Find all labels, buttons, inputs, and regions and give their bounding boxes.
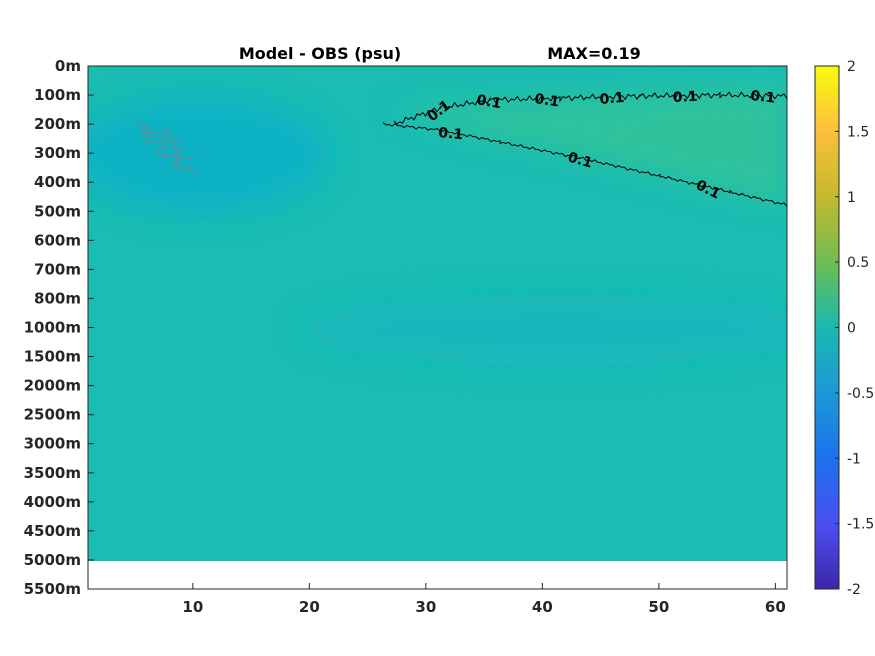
colorbar-tick-label: -2 xyxy=(847,582,861,598)
contour-line-lower xyxy=(382,122,787,207)
y-tick-label: 800m xyxy=(34,289,81,307)
y-tick-label: 400m xyxy=(34,173,81,191)
y-tick-label: 0m xyxy=(55,57,81,75)
x-tick-label: 40 xyxy=(532,598,553,616)
x-tick-label: 30 xyxy=(415,598,436,616)
low-region-north xyxy=(88,95,330,215)
colorbar-tick-label: 0.5 xyxy=(847,255,869,271)
y-tick-label: 1000m xyxy=(24,319,81,337)
y-tick-label: 1500m xyxy=(24,348,81,366)
colorbar-tick-label: -1.5 xyxy=(847,517,874,533)
colorbar-tick-label: 2 xyxy=(847,59,856,75)
y-tick-label: 5000m xyxy=(24,551,81,569)
colorbar-tick-label: 0 xyxy=(847,321,856,337)
colorbar-ticks: 2 1.5 1 0.5 0 -0.5 -1 -1.5 -2 xyxy=(835,59,874,598)
x-tick-label: 20 xyxy=(299,598,320,616)
x-tick-label: 50 xyxy=(648,598,669,616)
y-axis: 0m 100m 200m 300m 400m 500m 600m 700m 800m 1000m 1… xyxy=(24,57,94,598)
y-tick-label: 500m xyxy=(34,202,81,220)
plot-area xyxy=(87,65,788,590)
min-contour-scribble xyxy=(133,122,196,174)
max-annotation: MAX=0.19 xyxy=(547,44,641,63)
y-tick-label: 3000m xyxy=(24,435,81,453)
y-tick-label: 3500m xyxy=(24,464,81,482)
y-tick-label: 2000m xyxy=(24,377,81,395)
heatmap-field xyxy=(88,66,787,561)
y-tick-label: 2500m xyxy=(24,406,81,424)
contour-lines xyxy=(133,91,787,207)
x-tick-label: 10 xyxy=(182,598,203,616)
colorbar: 2 1.5 1 0.5 0 -0.5 -1 -1.5 -2 xyxy=(814,59,874,598)
x-axis: 10 20 30 40 50 60 xyxy=(182,583,786,616)
contour-line-upper xyxy=(393,91,787,125)
y-tick-label: 700m xyxy=(34,260,81,278)
contour-label: 0.1 xyxy=(750,88,776,107)
y-tick-label: 5500m xyxy=(24,580,81,598)
y-tick-label: 4000m xyxy=(24,493,81,511)
y-tick-label: 4500m xyxy=(24,522,81,540)
contour-label: 0.1 xyxy=(533,91,560,110)
low-region-mid xyxy=(300,295,787,365)
contour-labels: 0.1 0.1 0.1 0.1 0.1 0.1 0.1 0.1 0.1 xyxy=(425,88,776,202)
chart-title: Model - OBS (psu) xyxy=(239,44,401,63)
y-tick-label: 200m xyxy=(34,115,81,133)
contour-label: 0.1 xyxy=(599,90,625,108)
y-tick-label: 100m xyxy=(34,86,81,104)
contour-label: 0.1 xyxy=(566,149,594,171)
contour-label: 0.1 xyxy=(438,125,464,143)
y-tick-label: 300m xyxy=(34,144,81,162)
colorbar-tick-label: 1.5 xyxy=(847,124,869,140)
colorbar-tick-label: 1 xyxy=(847,190,856,206)
contour-label: 0.1 xyxy=(475,92,502,112)
x-tick-label: 60 xyxy=(765,598,786,616)
high-region-northeast xyxy=(390,85,787,205)
colorbar-tick-label: -1 xyxy=(847,451,861,467)
colorbar-tick-label: -0.5 xyxy=(847,386,874,402)
contour-label: 0.1 xyxy=(672,89,698,106)
y-tick-label: 600m xyxy=(34,231,81,249)
